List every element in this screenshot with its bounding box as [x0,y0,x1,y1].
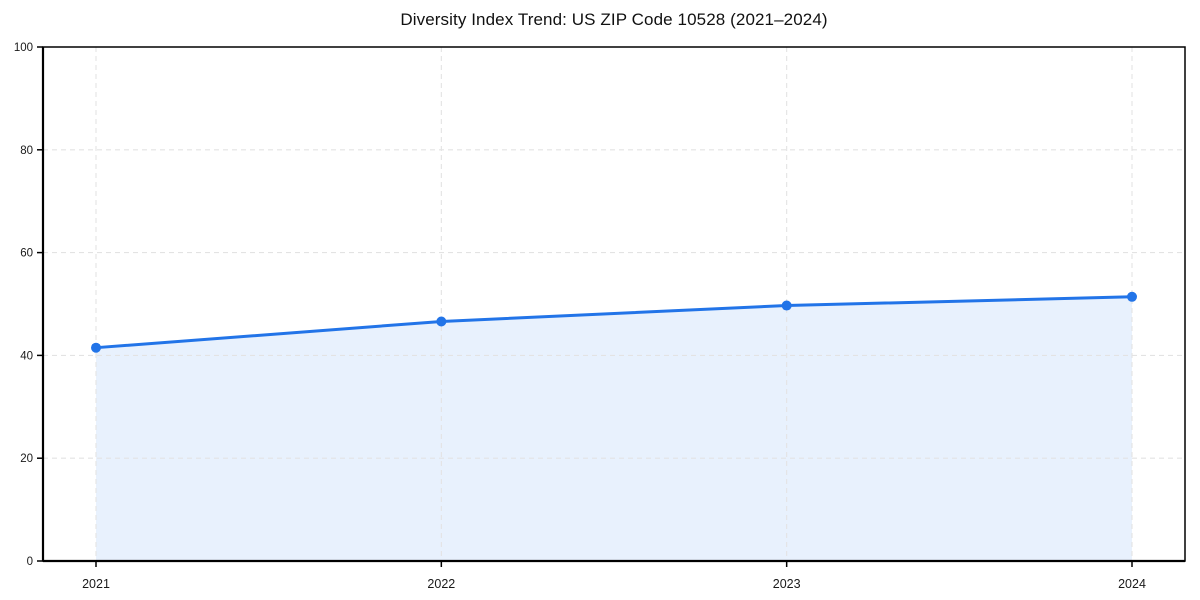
y-tick-label: 100 [14,42,33,54]
y-tick-label: 80 [20,145,33,157]
y-tick-label: 40 [20,350,33,362]
x-tick-label: 2021 [82,577,110,591]
data-point [91,342,101,353]
x-tick-label: 2022 [427,577,455,591]
data-point [436,316,447,327]
y-tick-label: 20 [20,453,33,465]
data-point [781,300,792,311]
x-tick-label: 2024 [1118,577,1146,591]
data-point [1127,291,1137,302]
chart-title: Diversity Index Trend: US ZIP Code 10528… [400,10,828,29]
y-tick-label: 60 [20,248,33,260]
trend-line [94,295,1134,350]
area-fill [96,296,1132,561]
x-tick-label: 2023 [773,577,801,591]
y-tick-label: 0 [27,556,33,568]
